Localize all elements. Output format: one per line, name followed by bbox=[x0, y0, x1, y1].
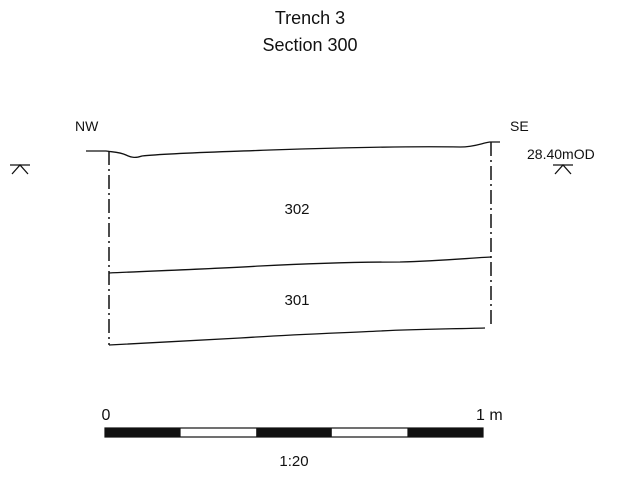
section-base-line bbox=[108, 327, 486, 346]
layer-label-302: 302 bbox=[284, 201, 309, 218]
scale-ratio-label: 1:20 bbox=[279, 453, 308, 470]
ground-surface-line bbox=[86, 141, 500, 159]
datum-level-icon-left bbox=[10, 164, 30, 175]
orientation-left-label: NW bbox=[75, 118, 99, 134]
layer-boundary-302-301 bbox=[108, 256, 492, 274]
title-line-2: Section 300 bbox=[262, 35, 357, 55]
scale-bar-segment-1 bbox=[105, 428, 181, 437]
datum-level-icon bbox=[553, 164, 573, 175]
scale-bar: 0 1 m 1:20 bbox=[102, 407, 503, 470]
layer-label-301: 301 bbox=[284, 292, 309, 309]
scale-bar-segment-3 bbox=[256, 428, 332, 437]
datum-label: 28.40mOD bbox=[527, 146, 595, 162]
scale-bar-segment-5 bbox=[407, 428, 483, 437]
scale-end-label: 1 m bbox=[476, 407, 503, 424]
orientation-right-label: SE bbox=[510, 118, 529, 134]
title-line-1: Trench 3 bbox=[275, 8, 345, 28]
scale-start-label: 0 bbox=[102, 407, 111, 424]
